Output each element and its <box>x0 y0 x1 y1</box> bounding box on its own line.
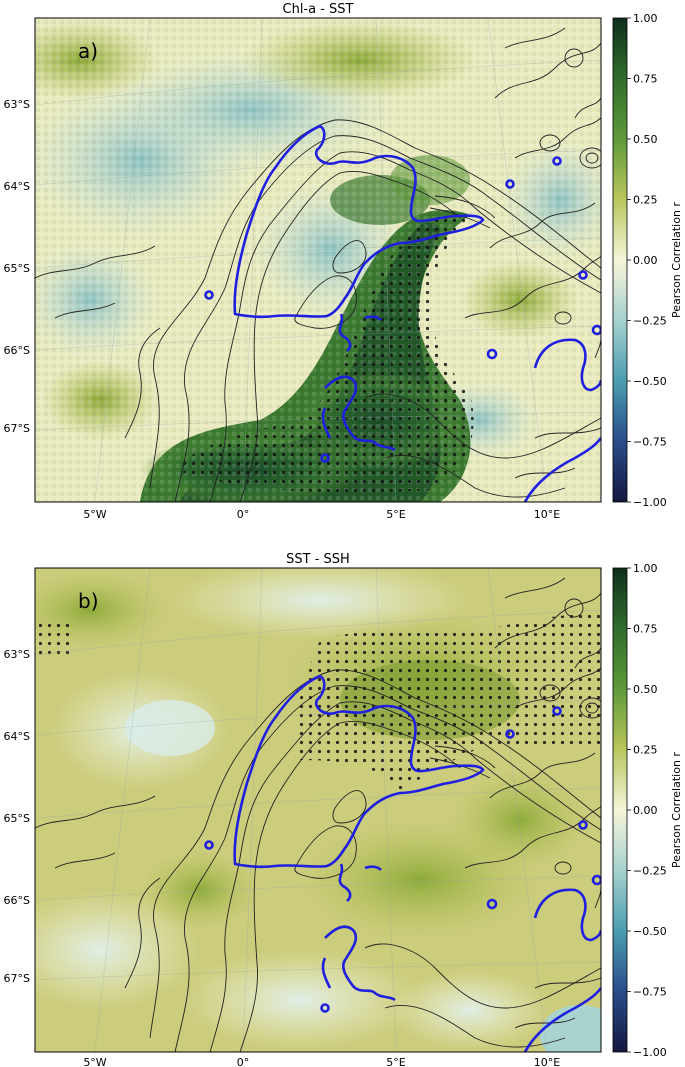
panel-a-colorbar: 1.00 0.75 0.50 0.25 0.00 −0.25 −0.50 −0.… <box>612 12 683 509</box>
panel-a: Chl-a - SST <box>4 2 683 521</box>
lat-label: 65°S <box>4 812 30 825</box>
lon-label: 0° <box>237 508 250 521</box>
lat-label: 67°S <box>4 972 30 985</box>
lon-label: 5°E <box>386 508 405 521</box>
panel-b-colorbar: 1.00 0.75 0.50 0.25 0.00 −0.25 −0.50 −0.… <box>612 562 683 1059</box>
colorbar-tick: 0.00 <box>633 254 658 267</box>
panel-b-label: b) <box>78 589 99 613</box>
panel-b-title: SST - SSH <box>286 552 350 567</box>
lon-label: 10°E <box>534 508 560 521</box>
lon-label: 5°W <box>83 1056 106 1067</box>
colorbar-tick: −1.00 <box>633 1046 667 1059</box>
colorbar-tick: 0.25 <box>633 744 658 757</box>
colorbar-tick: 0.75 <box>633 73 658 86</box>
colorbar-tick: 0.75 <box>633 623 658 636</box>
colorbar-tick: −0.25 <box>633 865 667 878</box>
panel-a-map <box>35 18 601 502</box>
lat-label: 63°S <box>4 98 30 111</box>
panel-a-lon-labels: 5°W 0° 5°E 10°E <box>83 508 560 521</box>
panel-b-lat-labels: 63°S 64°S 65°S 66°S 67°S <box>4 648 30 985</box>
panel-b-lon-labels: 5°W 0° 5°E 10°E <box>83 1056 560 1067</box>
lat-label: 67°S <box>4 422 30 435</box>
lat-label: 64°S <box>4 730 30 743</box>
colorbar-tick: 0.25 <box>633 194 658 207</box>
lon-label: 0° <box>237 1056 250 1067</box>
panel-b-map <box>35 568 601 1052</box>
lat-label: 66°S <box>4 894 30 907</box>
colorbar-tick: −0.75 <box>633 986 667 999</box>
lat-label: 66°S <box>4 344 30 357</box>
panel-a-label: a) <box>78 39 98 63</box>
colorbar-tick: −1.00 <box>633 496 667 509</box>
lat-label: 64°S <box>4 180 30 193</box>
colorbar-tick: −0.25 <box>633 315 667 328</box>
colorbar-label: Pearson Correlation r <box>670 202 683 318</box>
panel-b: SST - SSH <box>4 552 683 1067</box>
colorbar-tick: −0.50 <box>633 925 667 938</box>
lon-label: 10°E <box>534 1056 560 1067</box>
colorbar-tick: 0.50 <box>633 133 658 146</box>
lon-label: 5°W <box>83 508 106 521</box>
lon-label: 5°E <box>386 1056 405 1067</box>
lat-label: 63°S <box>4 648 30 661</box>
colorbar-tick: 0.00 <box>633 804 658 817</box>
colorbar-tick: −0.75 <box>633 436 667 449</box>
colorbar-tick: −0.50 <box>633 375 667 388</box>
panel-a-lat-labels: 63°S 64°S 65°S 66°S 67°S <box>4 98 30 435</box>
colorbar-tick: 0.50 <box>633 683 658 696</box>
colorbar-label: Pearson Correlation r <box>670 752 683 868</box>
lat-label: 65°S <box>4 262 30 275</box>
colorbar-tick: 1.00 <box>633 12 658 25</box>
colorbar-tick: 1.00 <box>633 562 658 575</box>
panel-a-title: Chl-a - SST <box>283 2 354 17</box>
